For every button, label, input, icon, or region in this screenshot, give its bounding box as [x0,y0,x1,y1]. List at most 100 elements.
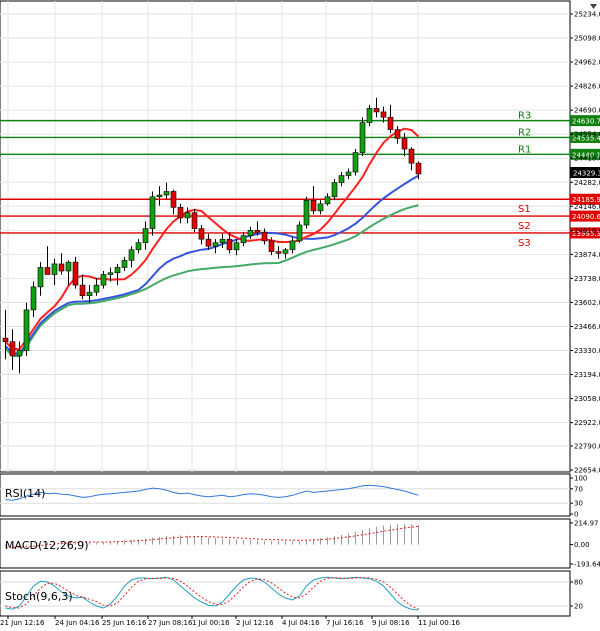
candle-body [261,231,268,242]
last-price-label: 24329.3 [573,170,600,178]
rsi-line [5,484,419,501]
candle-body [219,238,226,244]
price-tick-label: 24282.0 [574,179,600,187]
level-price-box [570,148,600,160]
axis-tick-label: 100 [574,475,587,483]
price-tick-label: 23602.0 [574,299,600,307]
axis-tick-label: 70 [574,485,583,493]
candle-body [296,224,303,242]
chart-corner-icon [590,4,597,9]
candle-body [9,341,16,357]
price-tick-label: 25098.0 [574,35,600,43]
price-tick-label: 22790.0 [574,442,600,450]
time-tick-label: 4 Jul 04:16 [282,619,320,627]
candle-body [275,251,282,254]
stoch-k-line [5,576,419,611]
candle-body [177,207,184,219]
candle-body [247,230,254,236]
candle-body [366,108,373,123]
time-tick-label: 2 Jul 12:16 [236,619,274,627]
axis-tick-label: 80 [574,579,583,587]
stoch-panel-frame [0,570,571,617]
level-price-label: 24185.9 [572,196,600,204]
time-axis: 21 Jun 12:16 24 Jun 04:16 25 Jun 16:16 27 J… [0,616,461,627]
candle-body [373,108,380,113]
price-tick-label: 24554.0 [574,131,600,139]
level-price-box [570,193,600,205]
candle-body [44,267,51,275]
price-tick-label: 24418.0 [574,155,600,163]
ma-slow-line [4,204,419,358]
candle-body [387,116,394,130]
last-price-box [570,167,600,178]
candle-body [156,194,163,198]
candle-body [198,228,205,240]
price-tick-label: 23874.0 [574,251,600,259]
candle-body [352,152,359,173]
level-price-box [570,227,600,239]
level-name: R3 [518,111,531,122]
candle-body [331,182,338,198]
axis-tick-label: 0.00 [574,541,590,549]
axis-tick-label: 0 [574,511,578,519]
price-tick-label: 23194.0 [574,371,600,379]
candle-body [191,212,198,229]
candle-body [86,291,93,297]
price-tick-label: 24690.0 [574,107,600,115]
candle-body [338,175,345,183]
price-panel: R3 24630.7 R2 24535.4 R1 24440.1 S1 24185.9 S2 24… [0,0,600,475]
candle-body [359,122,366,153]
rsi-panel: 100 70 30 0 RSI(14) [0,473,587,519]
level-price-label: 23995.3 [572,230,600,238]
candle-body [240,235,247,244]
stoch-title: Stoch(9,6,3) [5,590,73,603]
price-tick-label: 24826.0 [574,83,600,91]
time-tick-label: 27 Jun 08:16 [148,619,193,627]
candle-body [37,267,44,288]
candle-body [93,284,100,293]
axis-tick-label: 20 [574,603,583,611]
price-tick-label: 23330.0 [574,347,600,355]
candle-body [149,196,156,229]
level-name: R2 [518,127,531,138]
time-tick-label: 21 Jun 12:16 [0,619,45,627]
candle-body [380,111,387,118]
candle-body [30,286,37,311]
level-price-label: 24440.1 [572,151,600,159]
last-price-marker: 24329.3 [570,167,600,178]
candle-body [2,337,9,342]
stoch-panel: 80 20 Stoch(9,6,3) [0,570,583,617]
level-price-box [570,131,600,143]
candle-body [128,249,135,261]
candle-body [121,260,128,268]
time-tick-label: 11 Jul 00:16 [418,619,461,627]
candle-body [79,284,86,297]
candle-body [233,242,240,251]
axis-tick-label: 30 [574,500,583,508]
time-tick-label: 24 Jun 04:16 [55,619,100,627]
level-price-label: 24535.4 [572,134,600,142]
candle-body [100,274,107,286]
candle-body [282,249,289,254]
level-name: S2 [518,221,531,232]
price-tick-label: 23058.0 [574,395,600,403]
candle-body [16,350,23,357]
candle-body [345,171,352,176]
level-name: S1 [518,204,531,215]
macd-title: MACD(12,26,9) [5,539,89,552]
candlestick-series [2,97,422,374]
candle-body [303,199,310,226]
candle-body [163,191,170,196]
rsi-panel-frame [0,473,571,517]
candle-body [268,240,275,252]
time-tick-label: 9 Jul 08:16 [372,619,410,627]
candle-body [254,230,261,233]
candle-body [394,129,401,139]
price-panel-frame [0,0,571,473]
candle-body [212,242,219,247]
macd-plot: 214.97 0.00 -193.64 [5,520,600,569]
candle-body [114,267,121,274]
candle-body [184,212,191,219]
candle-body [401,138,408,150]
